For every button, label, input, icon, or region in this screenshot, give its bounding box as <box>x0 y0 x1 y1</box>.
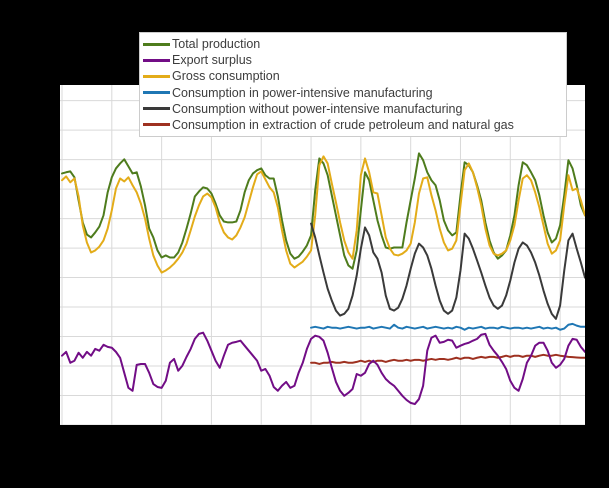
legend-item: Export surplus <box>143 52 560 68</box>
legend-line-swatch-total-production <box>143 42 170 46</box>
legend-item: Gross consumption <box>143 68 560 84</box>
series-line-consumption-in-power-intensive-manufacturing <box>310 322 585 331</box>
series-line-export-surplus <box>61 331 585 406</box>
legend-item: Consumption without power-intensive manu… <box>143 101 560 117</box>
legend-line-swatch-power-intensive <box>143 91 170 95</box>
legend-label-gross-consumption: Gross consumption <box>172 69 280 84</box>
legend-item: Total production <box>143 36 560 52</box>
legend-line-swatch-without-power-intensive <box>143 107 170 111</box>
legend-line-swatch-petroleum-extraction <box>143 123 170 127</box>
series-line-total-production <box>61 152 585 270</box>
legend-item: Consumption in power-intensive manufactu… <box>143 85 560 101</box>
legend-item: Consumption in extraction of crude petro… <box>143 117 560 133</box>
legend-label-total-production: Total production <box>172 37 261 52</box>
legend-line-swatch-export-surplus <box>143 58 170 62</box>
series-line-consumption-in-extraction-of-crude-petroleum-and-natural-gas <box>310 353 585 365</box>
legend-label-without-power-intensive: Consumption without power-intensive manu… <box>172 101 463 116</box>
legend-line-swatch-gross-consumption <box>143 74 170 78</box>
plot-area <box>60 85 585 425</box>
legend-label-power-intensive: Consumption in power-intensive manufactu… <box>172 85 433 100</box>
legend: Total production Export surplus Gross co… <box>139 32 567 137</box>
legend-label-petroleum-extraction: Consumption in extraction of crude petro… <box>172 117 514 132</box>
legend-label-export-surplus: Export surplus <box>172 53 252 68</box>
series-line-consumption-without-power-intensive-manufacturing <box>310 222 585 320</box>
series-line-gross-consumption <box>61 155 585 274</box>
